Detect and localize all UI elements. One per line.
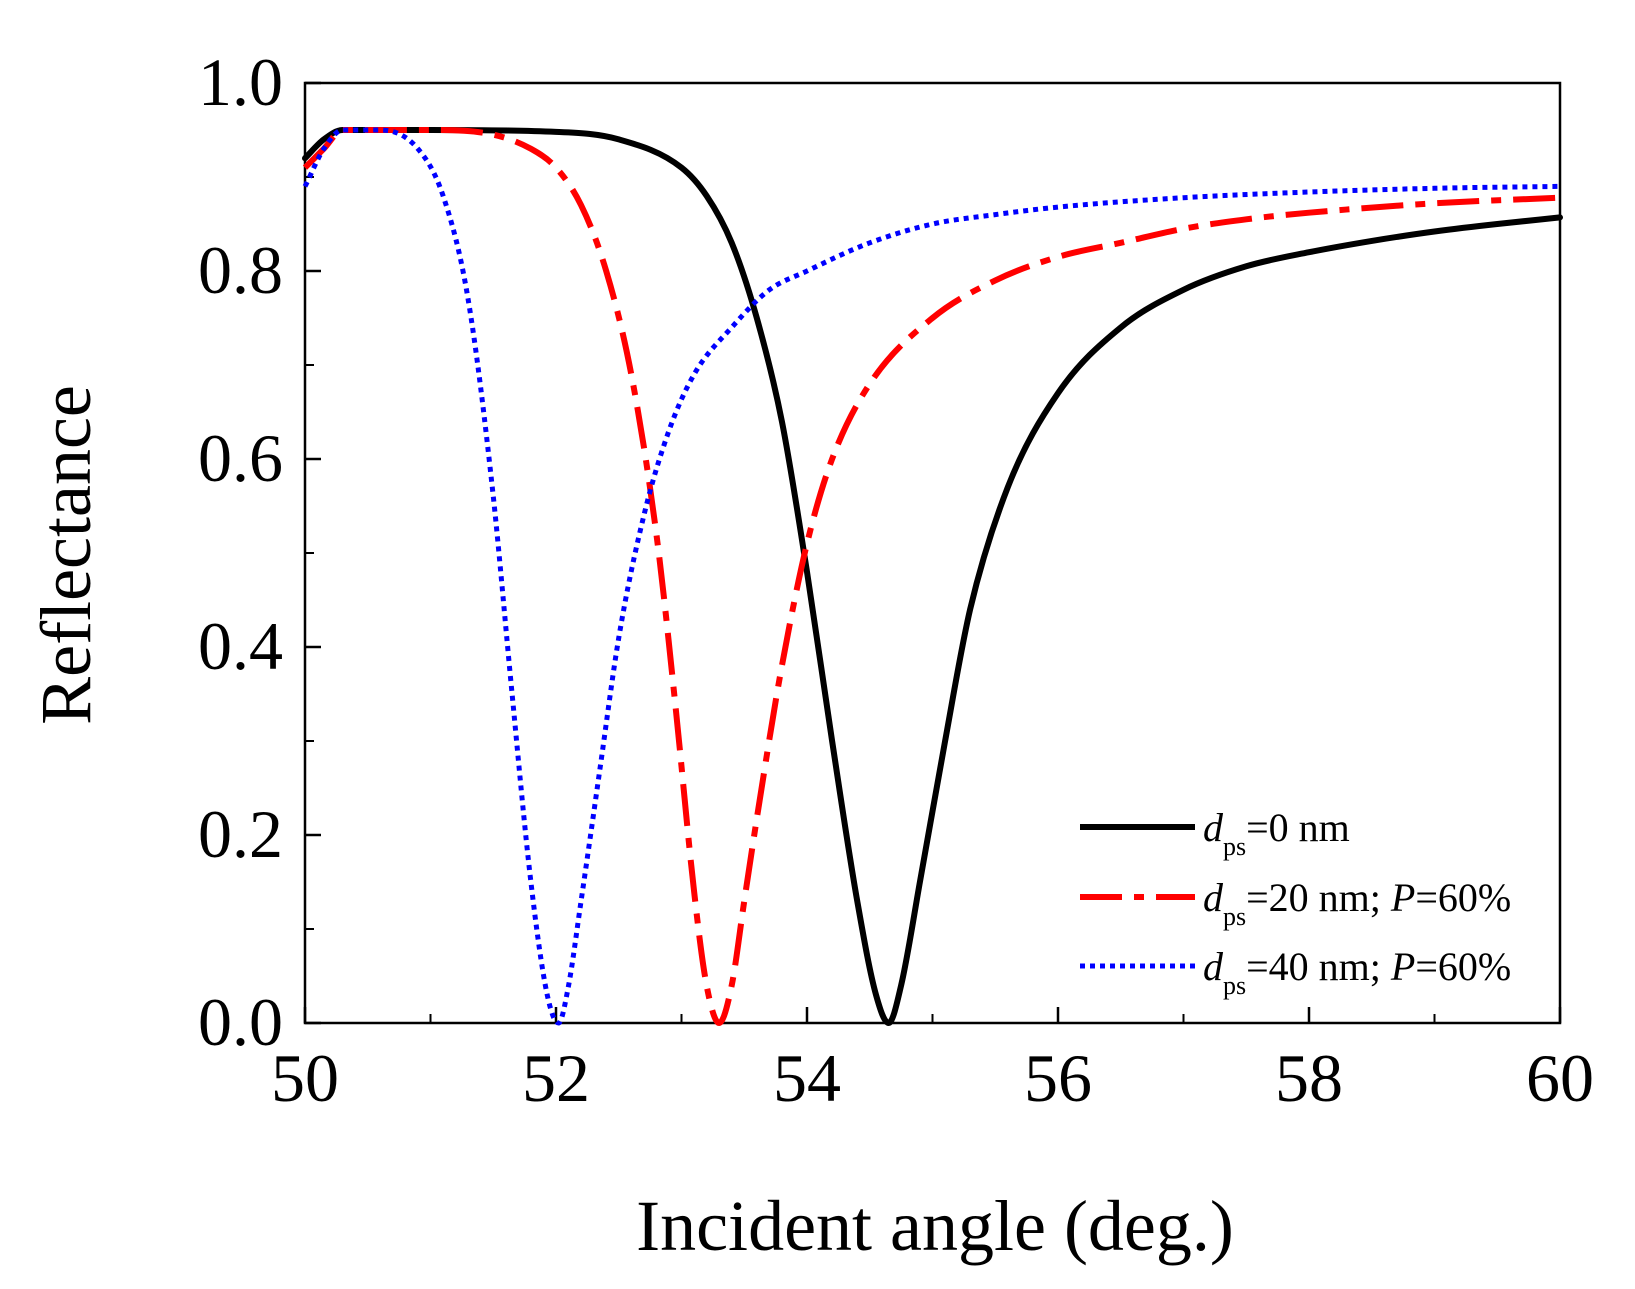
x-tick-label: 54 [773,1040,841,1116]
legend: dps=0 nm dps=20 nm; P=60% dps=40 nm; P=60% [1080,805,1511,1000]
series-line-1 [302,126,1563,1026]
legend-label-1: dps=0 nm [1203,805,1350,861]
x-tick-label: 56 [1024,1040,1092,1116]
legend-label-3: dps=40 nm; P=60% [1203,944,1511,1000]
plot-lines [302,126,1563,1026]
legend-label-2: dps=20 nm; P=60% [1203,875,1511,931]
series-line-2 [302,126,1561,1026]
x-tick-label: 50 [271,1040,339,1116]
x-tick-label: 60 [1526,1040,1594,1116]
y-tick-label: 0.0 [198,984,283,1060]
x-tick-label: 52 [522,1040,590,1116]
y-tick-label: 0.4 [198,608,283,684]
y-tick-label: 0.8 [198,232,283,308]
y-tick-label: 0.2 [198,796,283,872]
y-tick-label: 0.6 [198,420,283,496]
x-tick-label: 58 [1275,1040,1343,1116]
series-line-3 [302,127,1561,1026]
x-axis-title: Incident angle (deg.) [636,1186,1234,1266]
axes: 50 52 54 56 58 60 0.0 0.2 0.4 0.6 0.8 1.0 [198,44,1594,1116]
y-tick-label: 1.0 [198,44,283,120]
y-axis-title: Reflectance [26,385,106,725]
